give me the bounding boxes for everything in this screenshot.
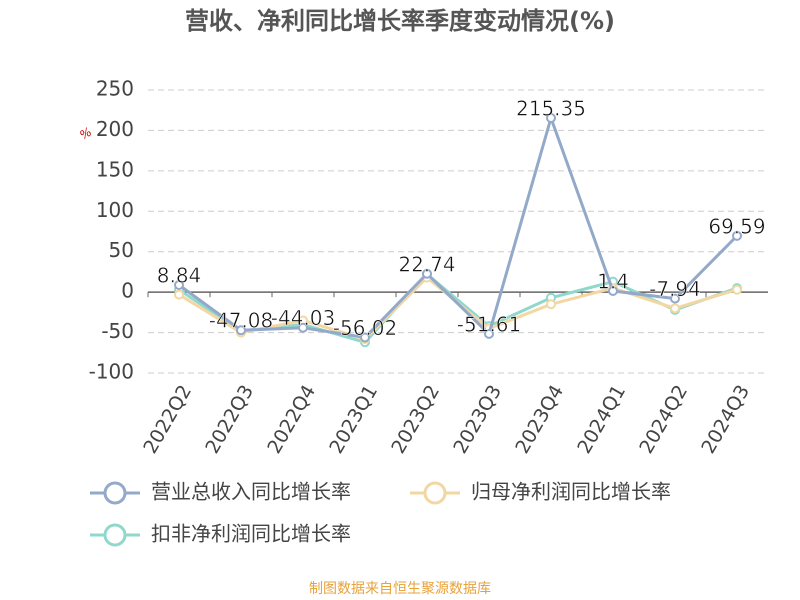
data-label: -56.02 [333, 316, 397, 340]
point [174, 279, 184, 290]
data-label: -51.61 [457, 312, 521, 336]
point [236, 325, 246, 336]
y-tick-label: 0 [121, 279, 134, 303]
point [174, 289, 184, 300]
data-label: -44.03 [271, 306, 335, 330]
data-label: 8.84 [157, 263, 202, 287]
legend-label: 归母净利润同比增长率 [471, 480, 671, 504]
legend-label: 扣非净利润同比增长率 [151, 522, 351, 546]
data-label: 1.4 [597, 270, 629, 294]
point [732, 284, 742, 295]
y-unit: % [77, 125, 94, 143]
point [484, 328, 494, 339]
x-tick-label: 2023Q2 [387, 381, 444, 457]
legend-label: 营业总收入同比增长率 [151, 480, 351, 504]
data-label: 215.35 [516, 97, 586, 121]
x-tick-label: 2024Q2 [635, 381, 692, 457]
point [670, 293, 680, 304]
y-tick-label: 100 [96, 198, 134, 222]
x-tick-label: 2023Q4 [511, 381, 568, 457]
x-tick-label: 2022Q4 [263, 381, 320, 457]
y-tick-label: -50 [101, 319, 134, 343]
chart-title: 营收、净利同比增长率季度变动情况(%) [185, 7, 615, 35]
point [608, 286, 618, 297]
x-tick-label: 2023Q3 [449, 381, 506, 457]
point [546, 113, 556, 124]
y-tick-label: -100 [89, 360, 134, 384]
data-label: -7.94 [649, 277, 701, 301]
legend-marker [423, 481, 447, 505]
series-line [178, 113, 739, 340]
y-tick-label: 250 [96, 77, 134, 101]
point [298, 322, 308, 333]
point [360, 332, 370, 343]
x-tick-label: 2024Q1 [573, 381, 630, 457]
x-tick-label: 2024Q3 [697, 381, 754, 457]
point [670, 303, 680, 314]
footer: 制图数据来自恒生聚源数据库 [309, 581, 491, 597]
point [732, 230, 742, 241]
x-tick-label: 2022Q3 [201, 381, 258, 457]
data-label: 22.74 [398, 252, 455, 276]
data-label: 69.59 [708, 214, 765, 238]
x-tick-label: 2022Q2 [139, 381, 196, 457]
y-tick-label: 50 [109, 238, 134, 262]
y-tick-label: 200 [96, 117, 134, 141]
x-tick-label: 2023Q1 [325, 381, 382, 457]
legend-marker [103, 481, 127, 505]
y-tick-label: 150 [96, 157, 134, 181]
point [422, 268, 432, 279]
legend-marker [103, 523, 127, 547]
point [546, 299, 556, 310]
data-label: -47.08 [209, 309, 273, 333]
